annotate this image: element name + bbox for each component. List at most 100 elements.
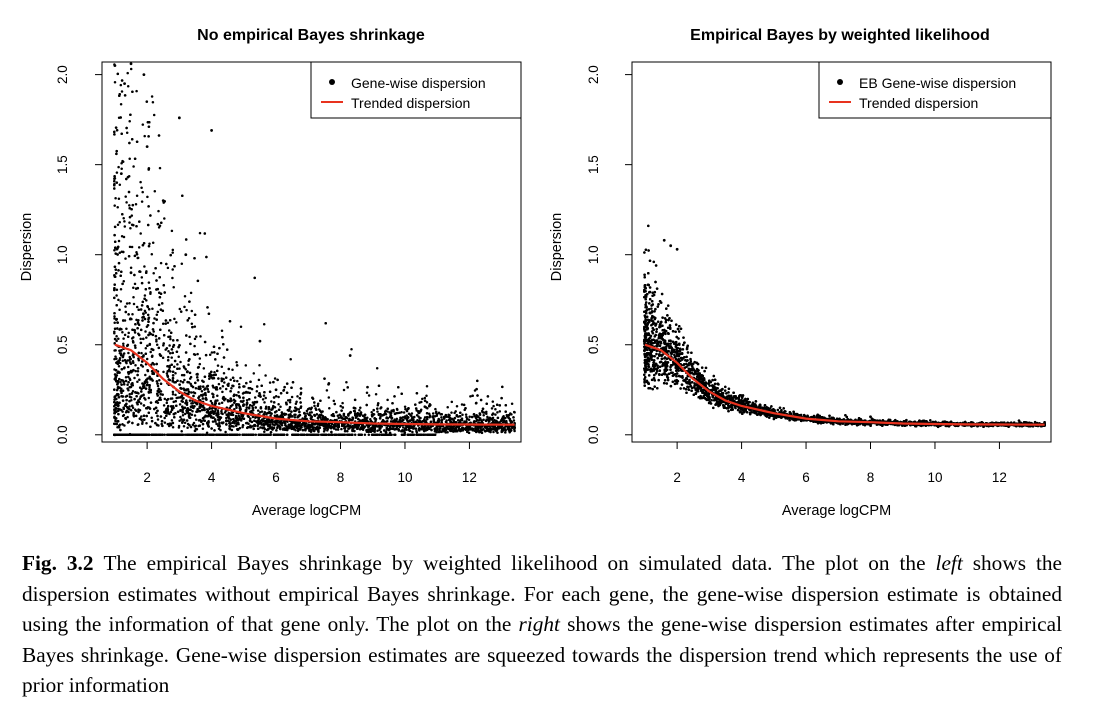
data-point [120, 383, 123, 386]
data-point [228, 320, 232, 323]
data-point [131, 421, 134, 425]
data-point [159, 382, 163, 386]
data-point [294, 413, 297, 417]
data-point [305, 433, 309, 437]
data-point [478, 417, 482, 420]
data-point [151, 333, 155, 337]
data-point [163, 416, 166, 420]
data-point [291, 433, 294, 437]
data-point [264, 396, 267, 400]
data-point [131, 312, 134, 316]
data-point [132, 341, 135, 344]
data-point [198, 409, 202, 413]
data-point [285, 382, 289, 385]
data-point [424, 406, 428, 409]
data-point [210, 427, 213, 430]
data-point [288, 405, 292, 409]
data-point [290, 395, 294, 399]
data-point [142, 386, 145, 390]
data-point [117, 239, 121, 243]
data-point [115, 397, 118, 401]
data-point [390, 427, 394, 430]
data-point [137, 308, 140, 312]
data-point [245, 421, 249, 425]
data-point [475, 387, 478, 391]
data-point [126, 335, 130, 338]
data-point [158, 224, 162, 228]
data-point [450, 411, 453, 414]
data-point [407, 428, 411, 432]
data-point [208, 412, 212, 415]
data-point [116, 420, 119, 423]
data-point [144, 330, 147, 333]
data-point [229, 397, 232, 400]
data-point [397, 428, 400, 431]
data-point [118, 308, 121, 312]
data-point [140, 304, 144, 307]
data-point [321, 417, 325, 420]
data-point [199, 385, 202, 388]
data-point [263, 411, 267, 414]
data-point [125, 398, 128, 402]
data-point [475, 418, 479, 422]
data-point [137, 410, 140, 414]
data-point [241, 424, 245, 427]
data-point [142, 242, 146, 245]
data-point [293, 420, 296, 424]
data-point [176, 363, 179, 366]
data-point [140, 415, 143, 418]
data-point [226, 433, 229, 437]
data-point [158, 396, 162, 400]
data-point [143, 396, 146, 400]
data-point [130, 245, 134, 249]
data-point [201, 385, 205, 388]
data-point [349, 410, 352, 414]
data-point [267, 421, 270, 424]
data-point [235, 416, 239, 420]
data-point [418, 411, 421, 414]
data-point [198, 357, 202, 360]
data-point [198, 231, 202, 235]
data-point [276, 426, 279, 430]
data-point [134, 346, 137, 349]
data-point [117, 197, 121, 200]
data-point [339, 404, 342, 408]
data-point [252, 372, 256, 375]
data-point [331, 412, 335, 416]
data-point [176, 367, 179, 370]
data-point [405, 428, 408, 432]
data-point [453, 416, 457, 420]
data-point [139, 402, 143, 405]
data-point [219, 433, 223, 437]
data-point [454, 410, 457, 413]
data-point [327, 383, 330, 386]
data-point [113, 311, 116, 315]
data-point [192, 433, 195, 437]
data-point [256, 409, 260, 412]
data-point [259, 420, 262, 423]
data-point [342, 414, 346, 417]
data-point [117, 261, 121, 265]
data-point [140, 200, 144, 203]
data-point [119, 389, 123, 393]
data-point [241, 414, 245, 418]
data-point [118, 251, 122, 254]
data-point [144, 373, 147, 377]
data-point [220, 421, 224, 424]
data-point [127, 190, 131, 194]
data-point [406, 407, 410, 411]
data-point [218, 402, 221, 405]
data-point [299, 401, 302, 404]
data-point [156, 222, 160, 226]
data-point [128, 157, 131, 160]
data-point [124, 379, 128, 383]
data-point [397, 385, 400, 389]
data-point [310, 406, 313, 409]
data-point [221, 390, 224, 394]
data-point [319, 423, 323, 426]
data-point [140, 390, 143, 393]
data-point [142, 404, 146, 407]
data-point [184, 401, 188, 404]
data-point [335, 410, 338, 414]
data-point [121, 331, 124, 334]
